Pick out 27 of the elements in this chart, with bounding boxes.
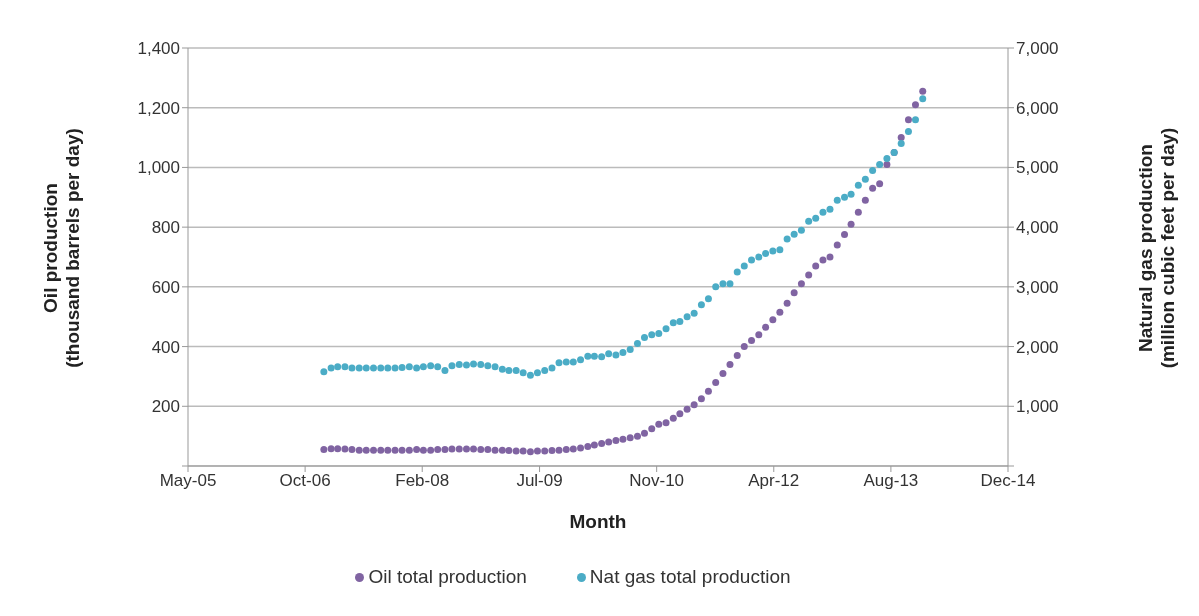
y-tick-label: 800 [151, 218, 180, 238]
y2-tick-label: 1,000 [1016, 397, 1059, 417]
y-tick-label: 1,000 [137, 158, 180, 178]
y2-tick-label: 5,000 [1016, 158, 1059, 178]
y-tick-label: 200 [151, 397, 180, 417]
y2-tick-label: 3,000 [1016, 277, 1059, 297]
y2-axis-title: Natural gas production (million cubic feet per day) [1135, 127, 1178, 369]
x-tick-label: Nov-10 [629, 471, 685, 491]
x-tick-label: Jul-09 [516, 471, 563, 491]
y2-tick-label: 2,000 [1016, 337, 1059, 357]
legend-label: Nat gas total production [589, 566, 791, 587]
y-tick-label: 400 [151, 337, 180, 357]
x-axis-title: Month [569, 511, 627, 532]
legend-label: Oil total production [368, 566, 527, 587]
x-tick-label: Feb-08 [395, 471, 450, 491]
x-tick-label: Oct-06 [279, 471, 331, 491]
y-axis-title: Oil production (thousand barrels per day) [40, 128, 83, 368]
y-tick-label: 1,200 [137, 98, 180, 118]
y-tick-label: 1,400 [137, 39, 180, 59]
y2-tick-label: 4,000 [1016, 218, 1059, 238]
x-tick-label: Aug-13 [863, 471, 919, 491]
x-tick-label: May-05 [159, 471, 217, 491]
y-tick-label: 600 [151, 277, 180, 297]
y2-tick-label: 6,000 [1016, 98, 1059, 118]
y2-tick-label: 7,000 [1016, 39, 1059, 59]
x-tick-label: Apr-12 [748, 471, 800, 491]
x-tick-label: Dec-14 [980, 471, 1036, 491]
